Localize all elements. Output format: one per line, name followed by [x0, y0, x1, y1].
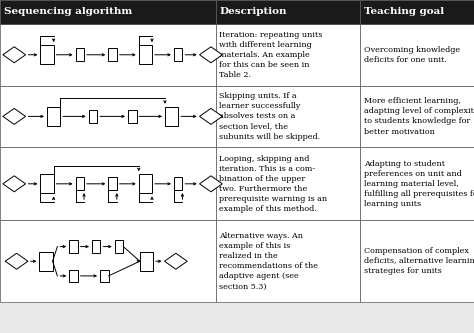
Bar: [75, 177, 84, 190]
Bar: [39, 252, 53, 271]
Bar: [75, 49, 84, 61]
Bar: [216, 147, 360, 220]
Bar: [165, 107, 178, 126]
Bar: [0, 24, 216, 86]
Polygon shape: [200, 176, 222, 192]
Bar: [0, 0, 216, 24]
Text: Alternative ways. An
example of this is
realized in the
recommendations of the
a: Alternative ways. An example of this is …: [219, 232, 319, 290]
Text: Iteration: repeating units
with different learning
materials. An example
for thi: Iteration: repeating units with differen…: [219, 31, 323, 79]
Text: Compensation of complex
deficits, alternative learning
strategies for units: Compensation of complex deficits, altern…: [364, 247, 474, 275]
Bar: [108, 177, 117, 190]
Bar: [69, 269, 78, 282]
Polygon shape: [5, 253, 28, 269]
Bar: [0, 86, 216, 147]
Text: More efficient learning,
adapting level of complexity
to students knowledge for
: More efficient learning, adapting level …: [364, 97, 474, 136]
Bar: [216, 86, 360, 147]
Bar: [174, 177, 182, 190]
Bar: [139, 45, 152, 65]
Bar: [47, 107, 60, 126]
Polygon shape: [3, 108, 26, 124]
Bar: [40, 174, 54, 193]
Text: Skipping units. If a
learner successfully
absolves tests on a
section level, the: Skipping units. If a learner successfull…: [219, 92, 320, 141]
Bar: [140, 252, 153, 271]
Bar: [360, 24, 474, 86]
Bar: [360, 220, 474, 302]
Bar: [128, 110, 137, 123]
Bar: [100, 269, 109, 282]
Text: Description: Description: [219, 7, 287, 17]
Bar: [139, 174, 152, 193]
Bar: [174, 49, 182, 61]
Text: Overcoming knowledge
deficits for one unit.: Overcoming knowledge deficits for one un…: [364, 46, 460, 64]
Bar: [69, 240, 78, 253]
Text: Sequencing algorithm: Sequencing algorithm: [4, 7, 132, 17]
Polygon shape: [164, 253, 187, 269]
Bar: [40, 45, 54, 65]
Text: Looping, skipping and
iteration. This is a com-
bination of the upper
two. Furth: Looping, skipping and iteration. This is…: [219, 155, 328, 213]
Bar: [0, 147, 216, 220]
Bar: [360, 86, 474, 147]
Bar: [216, 0, 360, 24]
Bar: [360, 147, 474, 220]
Bar: [216, 24, 360, 86]
Polygon shape: [3, 176, 26, 192]
Bar: [108, 49, 117, 61]
Polygon shape: [200, 108, 222, 124]
Bar: [92, 240, 100, 253]
Text: Teaching goal: Teaching goal: [364, 7, 444, 17]
Bar: [115, 240, 123, 253]
Polygon shape: [200, 47, 222, 63]
Bar: [0, 220, 216, 302]
Bar: [360, 0, 474, 24]
Bar: [216, 220, 360, 302]
Bar: [89, 110, 97, 123]
Text: Adapting to student
preferences on unit and
learning material level,
fulfilling : Adapting to student preferences on unit …: [364, 160, 474, 208]
Polygon shape: [3, 47, 26, 63]
